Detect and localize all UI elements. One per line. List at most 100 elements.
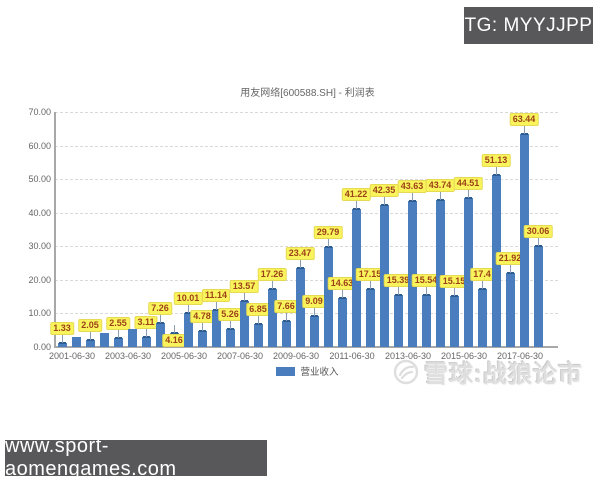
label-callout-line [398, 287, 399, 296]
y-gridline [55, 212, 558, 214]
bar-value-label: 3.11 [134, 315, 158, 329]
bar-value-label: 51.13 [481, 154, 511, 168]
y-axis-tick-label: 40.00 [28, 207, 51, 218]
xueqiu-watermark: 雪球:战狼论市 [393, 354, 583, 389]
bar-top-cap [240, 300, 248, 303]
bar-top-cap [184, 312, 192, 315]
bar [253, 324, 263, 347]
label-callout-line [174, 325, 175, 334]
x-axis-tick-label: 2013-06-30 [384, 351, 432, 361]
x-axis-tick-label: 2011-06-30 [329, 351, 375, 361]
bar-value-label: 44.51 [453, 176, 483, 190]
bar [295, 268, 305, 347]
xueqiu-logo-icon [393, 359, 419, 384]
xueqiu-watermark-text: 雪球:战狼论市 [424, 361, 583, 388]
bar-value-label: 13.57 [229, 280, 259, 294]
label-callout-line [216, 301, 217, 310]
bar [211, 309, 221, 347]
bar-value-label: 4.78 [190, 309, 214, 323]
bar [239, 301, 249, 347]
label-callout-line [328, 238, 329, 247]
y-axis-tick-label: 70.00 [28, 107, 51, 117]
label-callout-line [412, 192, 413, 201]
bar [57, 342, 67, 347]
y-axis-tick-label: 0.00 [33, 342, 51, 352]
bar-value-label: 2.55 [106, 317, 130, 331]
legend-label-revenue: 营业收入 [300, 367, 339, 378]
bar-top-cap [58, 341, 66, 344]
bar-value-label: 11.14 [201, 288, 231, 302]
bar-top-cap [324, 245, 332, 248]
bar-top-cap [156, 321, 164, 324]
bar-value-label: 43.74 [425, 179, 455, 193]
bar [435, 200, 445, 347]
bar-value-label: 29.79 [313, 225, 343, 239]
bar-top-cap [86, 339, 94, 342]
bar [141, 336, 151, 347]
y-axis-tick-label: 60.00 [28, 140, 51, 151]
label-callout-line [160, 314, 161, 323]
bar-top-cap [254, 323, 262, 325]
bar-value-label: 1.33 [50, 321, 74, 335]
x-axis-tick-label: 2009-06-30 [272, 351, 320, 361]
y-gridline [55, 279, 558, 281]
y-gridline [55, 179, 558, 181]
label-callout-line [314, 308, 315, 317]
label-callout-line [230, 321, 231, 330]
label-callout-line [384, 196, 385, 205]
bar-top-cap [408, 199, 416, 202]
x-axis-tick-label: 2001-06-30 [48, 351, 96, 361]
label-callout-line [370, 281, 371, 290]
label-callout-line [90, 332, 91, 341]
y-axis-tick-label: 30.00 [28, 241, 51, 252]
chart-legend: 营业收入 [55, 364, 560, 378]
label-callout-line [244, 293, 245, 302]
bar-top-cap [212, 308, 220, 311]
bar-value-label: 42.35 [369, 183, 399, 197]
y-axis-tick-label: 50.00 [28, 174, 51, 185]
label-callout-line [258, 316, 259, 324]
bar [533, 246, 543, 347]
x-axis-line [54, 346, 558, 348]
bar-top-cap [464, 196, 472, 199]
bar-top-cap [310, 315, 318, 318]
bar [407, 200, 417, 347]
bar-value-label: 17.4 [470, 267, 494, 281]
y-axis-line [54, 112, 56, 347]
label-callout-line [524, 126, 525, 135]
bar-value-label: 4.16 [162, 334, 186, 347]
bar [519, 134, 529, 347]
label-callout-line [286, 313, 287, 322]
y-gridline [55, 112, 558, 113]
bar-value-label: 7.66 [274, 300, 298, 314]
bar-value-label: 41.22 [341, 187, 371, 201]
bar [183, 313, 193, 347]
bar-value-label: 43.63 [397, 179, 427, 193]
legend-swatch-revenue [276, 366, 296, 376]
bar-top-cap [534, 245, 542, 248]
chart-title: 用友网络[600588.SH] - 利润表 [240, 88, 375, 99]
label-callout-line [496, 167, 497, 176]
bar [197, 330, 207, 347]
bar-top-cap [394, 294, 402, 297]
label-callout-line [202, 322, 203, 331]
bar-value-label: 5.26 [218, 308, 242, 322]
bar-top-cap [380, 203, 388, 206]
label-callout-line [454, 288, 455, 297]
bar-top-cap [478, 287, 486, 290]
bar [85, 340, 95, 347]
bar [477, 288, 487, 347]
bar [113, 338, 123, 347]
label-callout-line [482, 280, 483, 289]
bar-value-label: 2.05 [78, 319, 102, 333]
bar [365, 289, 375, 347]
label-callout-line [538, 238, 539, 247]
bar-top-cap [142, 335, 150, 338]
bar [463, 197, 473, 347]
bar-value-label: 17.26 [257, 268, 287, 282]
bar [71, 336, 81, 347]
bottom-left-url-badge: www.sport-aomengames.com [5, 435, 267, 480]
bar [323, 246, 333, 347]
